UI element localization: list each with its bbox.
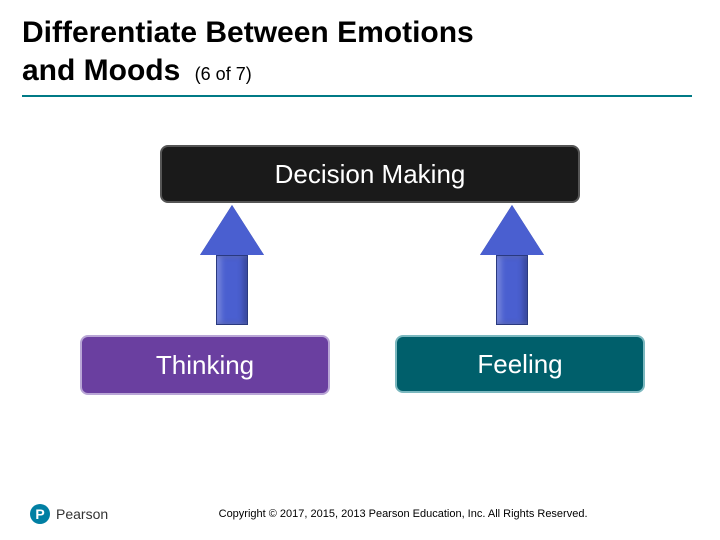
arrow-right-up [480, 205, 544, 325]
pearson-logo-text: Pearson [56, 506, 108, 522]
node-feeling-label: Feeling [477, 349, 562, 380]
pearson-logo: P Pearson [30, 504, 108, 524]
slide-title-counter: (6 of 7) [195, 64, 252, 84]
pearson-logo-mark: P [30, 504, 50, 524]
slide-title-line2-main: and Moods [22, 54, 180, 87]
slide-title-line2: and Moods (6 of 7) [22, 52, 698, 90]
title-underline [22, 95, 692, 97]
slide-footer: P Pearson Copyright © 2017, 2015, 2013 P… [0, 504, 720, 524]
arrow-left-up [200, 205, 264, 325]
node-decision-making-label: Decision Making [275, 159, 466, 190]
copyright-text: Copyright © 2017, 2015, 2013 Pearson Edu… [108, 508, 698, 520]
arrow-right-head [480, 205, 544, 255]
slide-title-line1: Differentiate Between Emotions [22, 14, 698, 52]
node-feeling: Feeling [395, 335, 645, 393]
node-decision-making: Decision Making [160, 145, 580, 203]
diagram-area: Decision Making Thinking Feeling [0, 145, 720, 425]
node-thinking: Thinking [80, 335, 330, 395]
arrow-left-head [200, 205, 264, 255]
slide-title-block: Differentiate Between Emotions and Moods… [0, 0, 720, 103]
arrow-right-shaft [496, 255, 528, 325]
node-thinking-label: Thinking [156, 350, 254, 381]
arrow-left-shaft [216, 255, 248, 325]
